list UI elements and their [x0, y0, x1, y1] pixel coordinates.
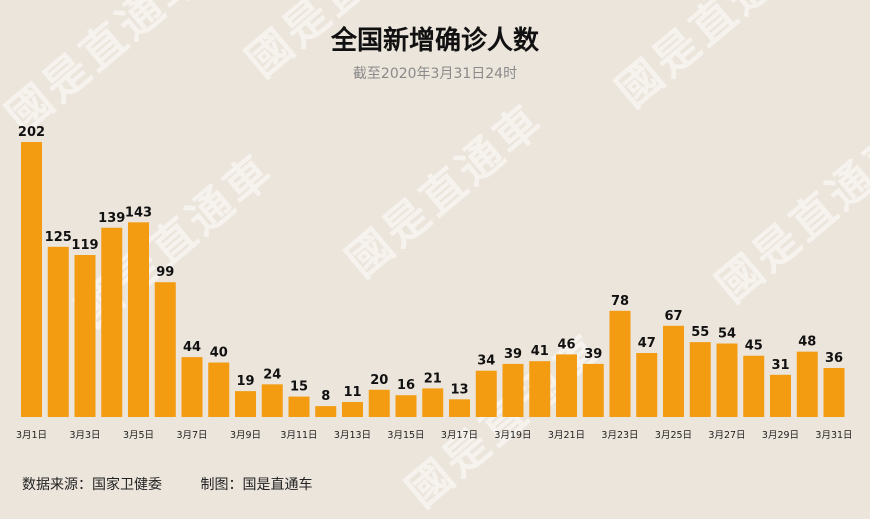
bar-value-label: 143 [125, 205, 152, 220]
bar [529, 361, 551, 417]
bar [315, 406, 337, 417]
bar [395, 395, 417, 417]
bar-value-label: 139 [98, 211, 125, 226]
x-tick-label: 3月23日 [601, 430, 638, 441]
bar-value-label: 47 [638, 336, 656, 351]
bar [770, 374, 791, 417]
bar-value-label: 31 [771, 358, 789, 373]
x-tick-label: 3月31日 [815, 430, 852, 441]
bar-value-label: 20 [370, 373, 388, 388]
bar-value-label: 41 [531, 344, 549, 359]
x-tick-label: 3月25日 [655, 430, 692, 441]
bar-value-label: 67 [664, 309, 682, 324]
bar-value-label: 45 [745, 339, 763, 354]
bar [475, 370, 497, 417]
bar-value-label: 13 [450, 382, 468, 397]
x-tick-label: 3月7日 [176, 430, 207, 441]
bar [368, 389, 390, 417]
bar-value-label: 36 [825, 351, 843, 366]
bar [101, 227, 123, 417]
bar-value-label: 11 [343, 385, 361, 400]
bar [261, 384, 283, 417]
bar-value-label: 99 [156, 265, 174, 280]
bar-value-label: 119 [71, 238, 98, 253]
data-source: 数据来源：国家卫健委 [22, 477, 162, 493]
bar-value-label: 39 [584, 347, 602, 362]
bar [743, 355, 765, 417]
x-tick-label: 3月1日 [16, 430, 47, 441]
bar-value-label: 24 [263, 367, 281, 382]
bar [74, 255, 96, 417]
bar-value-label: 54 [718, 326, 736, 341]
bar-value-label: 55 [691, 325, 709, 340]
bar [609, 310, 631, 417]
footer: 数据来源：国家卫健委 制图：国是直通车 [22, 474, 346, 494]
x-tick-label: 3月13日 [334, 430, 371, 441]
bar [181, 357, 203, 417]
bar-value-label: 19 [236, 374, 254, 389]
x-tick-label: 3月15日 [387, 430, 424, 441]
bar [47, 246, 69, 417]
bar-value-label: 8 [321, 389, 330, 404]
bar-value-label: 40 [210, 346, 228, 361]
x-tick-label: 3月3日 [69, 430, 100, 441]
x-tick-label: 3月19日 [494, 430, 531, 441]
bar-value-label: 15 [290, 380, 308, 395]
bar-value-label: 39 [504, 347, 522, 362]
bar [154, 282, 176, 417]
x-tick-label: 3月21日 [548, 430, 585, 441]
bar-value-label: 44 [183, 340, 201, 355]
bar [582, 363, 604, 417]
bar [235, 391, 256, 417]
bar [796, 351, 818, 417]
bar [422, 388, 444, 417]
bar-value-label: 34 [477, 354, 495, 369]
x-tick-label: 3月5日 [123, 430, 154, 441]
bar [716, 343, 738, 417]
bar-value-label: 16 [397, 378, 415, 393]
bar [208, 362, 230, 417]
bar [128, 222, 149, 417]
bar-value-label: 48 [798, 335, 816, 350]
x-tick-label: 3月9日 [230, 430, 261, 441]
bar [556, 354, 577, 417]
x-tick-label: 3月17日 [441, 430, 478, 441]
bar [288, 396, 310, 417]
bar [663, 325, 684, 417]
bar [689, 342, 711, 417]
chart-credit: 制图：国是直通车 [200, 477, 313, 493]
x-tick-label: 3月11日 [280, 430, 317, 441]
bar-value-label: 125 [45, 230, 72, 245]
bar-value-label: 202 [18, 125, 45, 140]
bar [636, 353, 658, 417]
bar [502, 363, 524, 417]
chart-title: 全国新增确诊人数 [330, 26, 539, 56]
chart-subtitle: 截至2020年3月31日24时 [352, 66, 518, 82]
bar-value-label: 78 [611, 294, 629, 309]
bar [342, 402, 363, 417]
bar-value-label: 21 [424, 371, 442, 386]
x-tick-label: 3月27日 [708, 430, 745, 441]
x-tick-label: 3月29日 [762, 430, 799, 441]
bar [21, 142, 42, 417]
bar [449, 399, 470, 417]
bar-value-label: 46 [557, 337, 575, 352]
bar [823, 367, 845, 417]
